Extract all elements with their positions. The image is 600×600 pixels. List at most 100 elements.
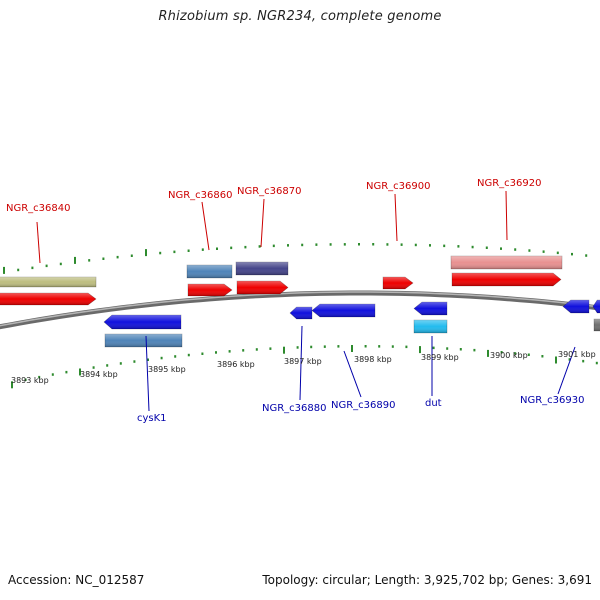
leader-line — [394, 193, 398, 242]
gene-arrow-shading — [414, 320, 447, 333]
minor-tick — [65, 370, 68, 374]
leader-line — [343, 350, 362, 398]
major-tick — [555, 356, 557, 364]
leader-line — [299, 325, 303, 401]
chromosome-backbone — [0, 290, 600, 330]
gene-arrow[interactable] — [592, 299, 600, 314]
minor-tick — [429, 244, 431, 247]
gene-arrow-shading — [0, 293, 96, 305]
minor-tick — [255, 348, 258, 351]
gene-arrow-shading — [563, 300, 589, 313]
minor-tick — [432, 346, 435, 350]
leader-line — [505, 190, 508, 241]
gene-arrow-shading — [188, 284, 232, 296]
minor-tick — [59, 262, 62, 266]
minor-tick — [230, 246, 233, 250]
accession-label: Accession: NC_012587 — [8, 573, 145, 587]
major-tick — [419, 346, 421, 354]
backbone-line — [0, 290, 600, 330]
gene-arrow[interactable] — [450, 255, 563, 270]
gene-label[interactable]: NGR_c36870 — [237, 186, 302, 197]
minor-tick — [216, 247, 218, 250]
minor-tick — [116, 255, 119, 259]
minor-tick — [473, 348, 476, 352]
minor-tick — [269, 347, 272, 350]
gene-arrow[interactable] — [451, 272, 562, 287]
minor-tick — [310, 345, 313, 349]
gene-arrow[interactable] — [413, 301, 448, 316]
minor-tick — [457, 245, 460, 248]
major-tick — [145, 249, 147, 257]
gene-label[interactable]: dut — [425, 398, 442, 409]
minor-tick — [459, 348, 462, 351]
minor-tick — [242, 349, 245, 352]
gene-label[interactable]: NGR_c36860 — [168, 190, 233, 201]
gene-arrow[interactable] — [103, 314, 182, 330]
gene-labels: NGR_c36840 NGR_c36860 NGR_c36870 NGR_c36900… — [6, 178, 585, 424]
minor-tick — [364, 345, 367, 348]
gene-arrow-shading — [237, 281, 288, 294]
gene-arrow[interactable] — [289, 306, 313, 320]
gene-arrow[interactable] — [186, 264, 233, 279]
major-tick — [351, 345, 353, 352]
map-title: Rhizobium sp. NGR234, complete genome — [158, 9, 442, 24]
gene-label[interactable]: NGR_c36920 — [477, 178, 542, 189]
scale-label: 3894 kbp — [80, 370, 118, 379]
minor-tick — [296, 346, 299, 349]
minor-tick — [258, 245, 261, 248]
leader-line — [145, 335, 150, 412]
minor-tick — [38, 375, 41, 379]
gene-arrow[interactable] — [311, 303, 376, 318]
gene-arrow[interactable] — [0, 276, 97, 288]
gene-arrow[interactable] — [236, 280, 289, 295]
minor-tick — [514, 352, 517, 355]
gene-label[interactable]: NGR_c36840 — [6, 203, 71, 214]
minor-tick — [595, 361, 598, 365]
label-leader-lines — [36, 190, 576, 412]
minor-tick — [24, 378, 27, 381]
gene-label[interactable]: cysK1 — [137, 413, 167, 424]
gene-arrow[interactable] — [187, 283, 233, 297]
minor-tick — [244, 245, 247, 249]
gene-label[interactable]: NGR_c36930 — [520, 395, 585, 406]
gene-arrow[interactable] — [413, 319, 448, 334]
scale-label: 3897 kbp — [284, 357, 322, 366]
gene-label[interactable]: NGR_c36880 — [262, 403, 327, 414]
gene-arrow[interactable] — [382, 276, 414, 290]
minor-tick — [471, 245, 474, 249]
gene-arrow-shading — [236, 262, 288, 275]
minor-tick — [173, 250, 176, 254]
minor-tick — [329, 243, 332, 246]
minor-tick — [88, 259, 91, 262]
gene-arrow[interactable] — [235, 261, 289, 276]
minor-tick — [343, 243, 346, 246]
gene-arrow[interactable] — [0, 292, 97, 306]
scale-label: 3895 kbp — [148, 365, 186, 374]
minor-tick — [159, 251, 162, 255]
minor-tick — [372, 243, 375, 246]
major-tick — [79, 368, 81, 376]
gene-arrow-shading — [451, 256, 562, 269]
minor-tick — [174, 355, 177, 358]
topology-label: Topology: circular; Length: 3,925,702 bp… — [262, 573, 592, 587]
gene-arrow[interactable] — [593, 318, 600, 332]
minor-tick — [187, 249, 190, 252]
major-tick — [11, 381, 13, 389]
minor-tick — [133, 360, 136, 363]
minor-tick — [414, 243, 417, 247]
gene-arrow[interactable] — [104, 333, 183, 348]
gene-arrow-shading — [452, 273, 561, 286]
leader-line — [36, 221, 41, 264]
gene-arrow-shading — [187, 265, 232, 278]
gene-label[interactable]: NGR_c36890 — [331, 400, 396, 411]
gene-arrow[interactable] — [562, 299, 590, 314]
minor-tick — [571, 252, 573, 256]
gene-arrow-shading — [105, 334, 182, 347]
minor-tick — [51, 373, 54, 376]
minor-tick — [337, 345, 340, 348]
gene-label[interactable]: NGR_c36900 — [366, 181, 431, 192]
outer-scale-ticks — [3, 243, 588, 274]
minor-tick — [446, 347, 449, 350]
minor-tick — [102, 257, 105, 260]
